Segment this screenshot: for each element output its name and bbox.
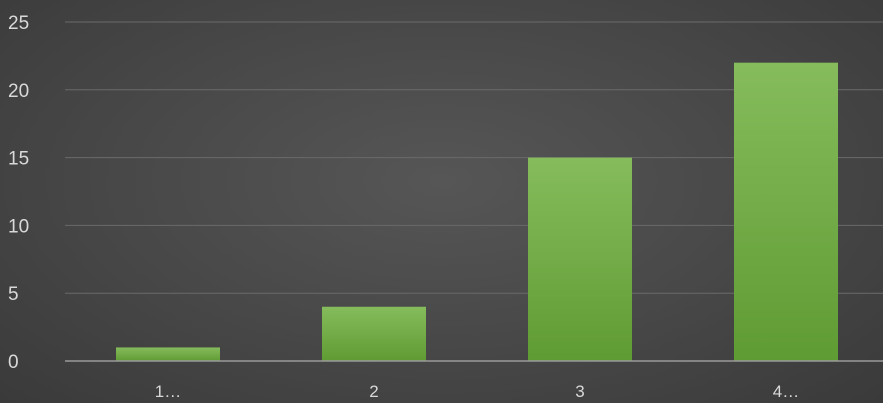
- x-tick-label: 2: [369, 382, 378, 401]
- x-tick-label: 1…: [155, 382, 181, 401]
- bar-3: [528, 157, 632, 361]
- y-axis-ticks: 0 5 10 15 20 25: [8, 13, 29, 373]
- bar-4: [734, 62, 838, 362]
- y-tick-label: 25: [8, 13, 29, 34]
- x-tick-label: 3: [575, 382, 584, 401]
- bar-2: [322, 306, 426, 361]
- y-tick-label: 10: [8, 216, 29, 237]
- y-tick-label: 0: [8, 352, 19, 373]
- y-tick-label: 15: [8, 149, 29, 170]
- bars: [116, 62, 838, 362]
- x-axis-ticks: 1… 2 3 4…: [155, 382, 799, 401]
- y-tick-label: 5: [8, 284, 19, 305]
- bar-1: [116, 347, 220, 361]
- x-tick-label: 4…: [773, 382, 799, 401]
- y-tick-label: 20: [8, 81, 29, 102]
